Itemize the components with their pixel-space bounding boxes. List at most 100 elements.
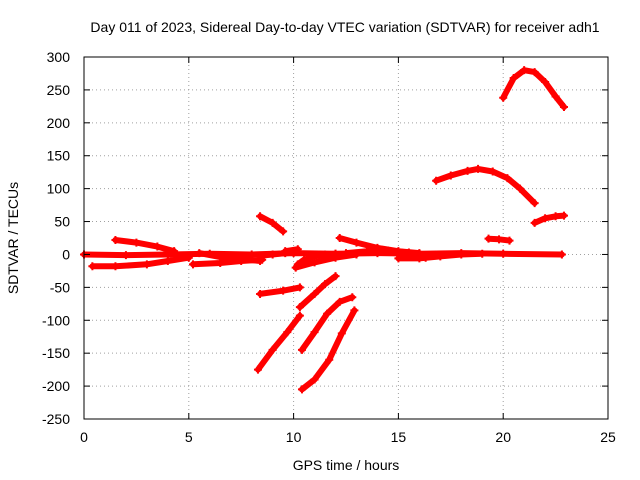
data-point: [551, 92, 560, 101]
data-point: [310, 328, 319, 337]
data-point: [499, 249, 508, 258]
data-point: [323, 309, 332, 318]
data-series-line: [531, 212, 567, 226]
data-point: [188, 260, 197, 269]
x-axis-label: GPS time / hours: [293, 457, 400, 473]
data-point: [111, 235, 120, 244]
y-tick-label: 200: [47, 115, 71, 131]
y-tick-label: -250: [42, 411, 70, 427]
y-tick-label: 50: [54, 214, 70, 230]
data-series-line: [299, 307, 358, 393]
data-point: [295, 283, 304, 292]
data-point: [310, 289, 319, 298]
data-point: [153, 242, 162, 251]
data-point: [337, 329, 346, 338]
data-point: [111, 262, 120, 271]
data-point: [88, 262, 97, 271]
y-tick-label: -150: [42, 345, 70, 361]
chart-title: Day 011 of 2023, Sidereal Day-to-day VTE…: [90, 19, 599, 35]
data-point: [541, 214, 550, 223]
y-tick-label: -200: [42, 378, 70, 394]
data-series: [530, 211, 568, 227]
y-tick-label: -50: [50, 279, 70, 295]
data-point: [342, 249, 350, 258]
data-point: [432, 176, 441, 185]
y-tick-label: 300: [47, 49, 71, 65]
data-point: [404, 248, 413, 257]
data-series-line: [255, 312, 303, 373]
data-point: [256, 289, 265, 298]
data-point: [121, 251, 130, 260]
data-point: [331, 253, 340, 262]
data-point: [474, 164, 483, 173]
data-point: [291, 263, 300, 272]
x-tick-label: 5: [185, 429, 193, 445]
data-series: [256, 212, 288, 236]
data-point: [559, 103, 568, 112]
data-series: [88, 253, 193, 271]
data-point: [142, 260, 151, 269]
data-point: [541, 78, 550, 87]
y-tick-labels: -250 -200 -150 -100 -50 0 50 100 150 200 250 300: [42, 49, 70, 427]
data-series: [111, 235, 179, 256]
data-point: [557, 250, 566, 259]
data-series-line: [500, 67, 567, 110]
x-tick-label: 0: [80, 429, 88, 445]
data-point: [530, 68, 539, 77]
x-tick-label: 25: [600, 429, 616, 445]
data-point: [247, 250, 256, 259]
data-point: [268, 250, 277, 259]
data-point: [163, 257, 172, 266]
data-point: [559, 211, 568, 220]
y-tick-label: 150: [47, 148, 71, 164]
data-point: [495, 235, 504, 244]
data-point: [279, 286, 288, 295]
data-series-line: [196, 250, 264, 264]
data-point: [499, 93, 508, 102]
data-point: [283, 328, 292, 337]
data-point: [348, 293, 357, 302]
data-point: [295, 303, 304, 312]
axis-ticks: [83, 56, 609, 420]
data-point: [297, 385, 306, 394]
x-tick-labels: 0 5 10 15 20 25: [80, 429, 616, 445]
data-point: [509, 74, 518, 83]
data-point: [216, 253, 225, 262]
data-point: [279, 227, 288, 236]
data-series: [432, 164, 539, 208]
data-series-line: [89, 254, 192, 270]
x-tick-label: 20: [495, 429, 511, 445]
data-point: [503, 174, 512, 183]
data-point: [488, 167, 497, 176]
data-point: [268, 345, 277, 354]
data-point: [256, 212, 265, 221]
data-point: [505, 236, 514, 245]
data-point: [551, 212, 560, 221]
data-point: [268, 218, 277, 227]
data-point: [415, 254, 424, 263]
data-point: [383, 246, 392, 255]
x-tick-label: 10: [286, 429, 302, 445]
data-point: [253, 365, 262, 374]
data-point: [335, 234, 344, 242]
data-point: [457, 250, 466, 259]
data-point: [530, 218, 539, 227]
data-point: [297, 345, 306, 354]
data-point: [520, 66, 529, 75]
data-point: [352, 238, 361, 247]
data-point: [484, 234, 493, 243]
data-point: [394, 254, 403, 263]
data-series: [256, 283, 304, 298]
data-point: [256, 251, 265, 260]
x-tick-label: 15: [391, 429, 407, 445]
data-point: [310, 258, 319, 267]
data-point: [446, 171, 455, 180]
data-series-line: [296, 273, 339, 311]
data-point: [295, 311, 304, 320]
data-series-line: [112, 237, 178, 255]
data-point: [170, 247, 179, 256]
data-point: [237, 255, 246, 264]
data-series: [499, 66, 568, 112]
data-point: [293, 245, 302, 254]
